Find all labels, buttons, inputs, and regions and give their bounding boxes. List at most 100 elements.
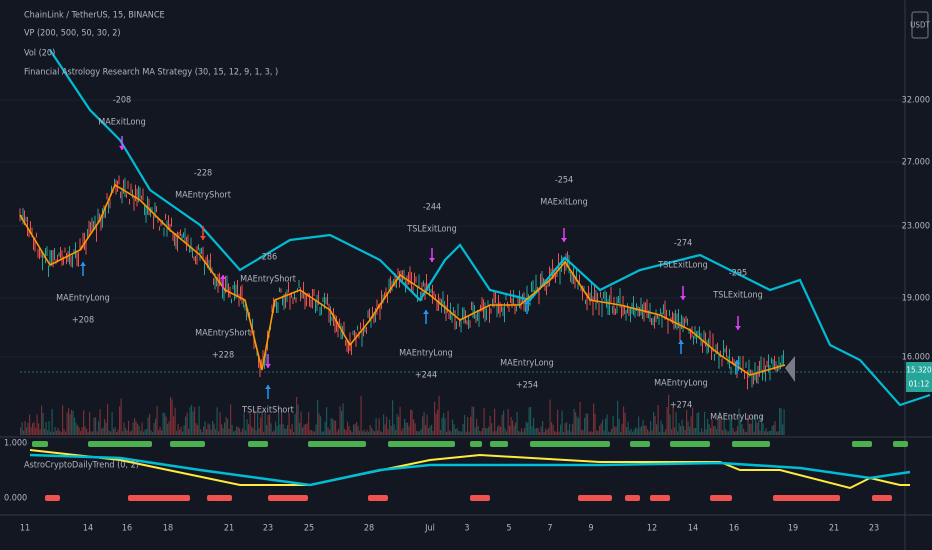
volume-bar — [21, 422, 23, 435]
bear-signal — [710, 495, 732, 501]
volume-bar — [170, 396, 172, 435]
volume-bar — [524, 428, 526, 435]
volume-bar — [212, 420, 214, 435]
volume-bar — [686, 410, 688, 435]
volume-bar — [503, 410, 505, 435]
volume-bar — [555, 431, 557, 435]
volume-bar — [153, 422, 155, 435]
volume-bar — [252, 428, 254, 435]
volume-bar — [396, 414, 398, 435]
volume-bar — [53, 431, 55, 435]
volume-bar — [402, 428, 404, 435]
volume-bar — [750, 423, 752, 435]
volume-bar — [249, 413, 251, 435]
volume-bar — [657, 405, 659, 435]
volume-bar — [239, 428, 241, 435]
volume-bar — [587, 413, 589, 435]
volume-bar — [35, 427, 37, 435]
volume-bar — [386, 416, 388, 435]
volume-bar — [701, 428, 703, 435]
volume-bar — [528, 407, 530, 435]
volume-bar — [42, 412, 44, 435]
trade-label: -208 — [113, 96, 131, 106]
volume-bar — [335, 420, 337, 435]
bear-signal — [773, 495, 840, 501]
volume-bar — [260, 417, 262, 435]
currency-button[interactable] — [911, 11, 929, 39]
volume-bar — [86, 428, 88, 435]
volume-bar — [321, 431, 323, 435]
volume-bar — [695, 427, 697, 435]
bull-signal — [630, 441, 650, 447]
volume-bar — [278, 412, 280, 435]
trade-label: -254 — [555, 176, 573, 186]
volume-bar — [663, 431, 665, 435]
volume-bar — [344, 428, 346, 435]
volume-bar — [426, 414, 428, 435]
volume-bar — [68, 408, 70, 435]
trade-label: +208 — [72, 316, 94, 326]
volume-bar — [717, 415, 719, 435]
bull-signal — [670, 441, 710, 447]
date-tick-label: 11 — [20, 524, 30, 534]
trade-label: MAEntryShort — [240, 275, 296, 285]
volume-bar — [149, 413, 151, 435]
volume-bar — [414, 423, 416, 435]
volume-bar — [764, 431, 766, 435]
volume-bar — [537, 427, 539, 435]
volume-bar — [176, 430, 178, 435]
volume-bar — [329, 430, 331, 435]
volume-bar — [743, 428, 745, 435]
volume-bar — [497, 426, 499, 435]
volume-bar — [185, 416, 187, 435]
volume-bar — [441, 417, 443, 435]
volume-bar — [164, 413, 166, 435]
date-tick-label: 21 — [224, 524, 234, 534]
volume-bar — [525, 421, 527, 435]
volume-bar — [167, 423, 169, 435]
volume-bar — [647, 429, 649, 435]
volume-bar — [173, 416, 175, 435]
volume-bar — [228, 428, 230, 435]
volume-bar — [435, 413, 437, 435]
volume-bar — [276, 426, 278, 435]
volume-bar — [120, 398, 122, 435]
volume-bar — [612, 416, 614, 435]
price-tick-label: 19.000 — [902, 294, 930, 304]
volume-bar — [782, 424, 784, 435]
trade-label: TSLExitLong — [712, 291, 763, 301]
volume-bar — [590, 431, 592, 435]
price-tick-label: 16.000 — [902, 353, 930, 363]
volume-bar — [443, 412, 445, 435]
volume-bar — [624, 412, 626, 435]
volume-bar — [294, 413, 296, 435]
volume-bar — [437, 409, 439, 435]
volume-bar — [209, 424, 211, 435]
volume-bar — [296, 396, 298, 435]
volume-bar — [693, 428, 695, 435]
volume-bar — [482, 428, 484, 435]
volume-bar — [218, 431, 220, 435]
volume-bar — [327, 427, 329, 435]
volume-bar — [90, 431, 92, 435]
volume-bar — [168, 421, 170, 435]
volume-bar — [510, 416, 512, 435]
volume-bar — [392, 400, 394, 435]
volume-bar — [57, 427, 59, 435]
volume-bar — [512, 420, 514, 435]
volume-bar — [299, 422, 301, 435]
bear-signal — [207, 495, 232, 501]
volume-bar — [72, 410, 74, 435]
volume-bar — [351, 431, 353, 435]
volume-bar — [674, 427, 676, 435]
volume-bar — [27, 422, 29, 435]
volume-bar — [602, 419, 604, 435]
volume-bar — [371, 427, 373, 435]
volume-bar — [290, 429, 292, 435]
volume-bar — [780, 408, 782, 435]
volume-bar — [215, 429, 217, 435]
volume-bar — [36, 414, 38, 435]
volume-bar — [564, 423, 566, 435]
volume-bar — [597, 430, 599, 435]
volume-bar — [563, 431, 565, 435]
